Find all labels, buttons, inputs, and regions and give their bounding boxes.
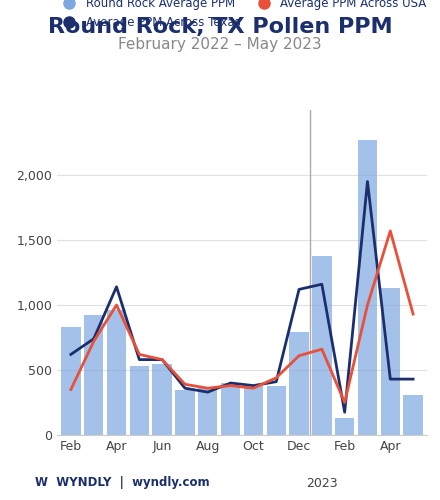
Bar [290, 332, 309, 435]
Bar [130, 366, 149, 435]
Text: 2023: 2023 [306, 477, 337, 490]
Bar [198, 388, 217, 435]
Bar [84, 316, 103, 435]
Bar [221, 383, 240, 435]
Text: February 2022 – May 2023: February 2022 – May 2023 [118, 38, 322, 52]
Bar [267, 386, 286, 435]
Bar [175, 390, 194, 435]
Bar [312, 256, 332, 435]
Text: Round Rock, TX Pollen PPM: Round Rock, TX Pollen PPM [48, 18, 392, 38]
Legend: Round Rock Average PPM, Average PPM Across Texas, Average PPM Across USA: Round Rock Average PPM, Average PPM Acro… [52, 0, 432, 34]
Bar [244, 386, 263, 435]
Text: W  WYNDLY  |  wyndly.com: W WYNDLY | wyndly.com [35, 476, 210, 489]
Bar [107, 310, 126, 435]
Bar [335, 418, 354, 435]
Bar [358, 140, 377, 435]
Bar [152, 364, 172, 435]
Bar [61, 327, 81, 435]
Bar [403, 394, 423, 435]
Bar [381, 288, 400, 435]
